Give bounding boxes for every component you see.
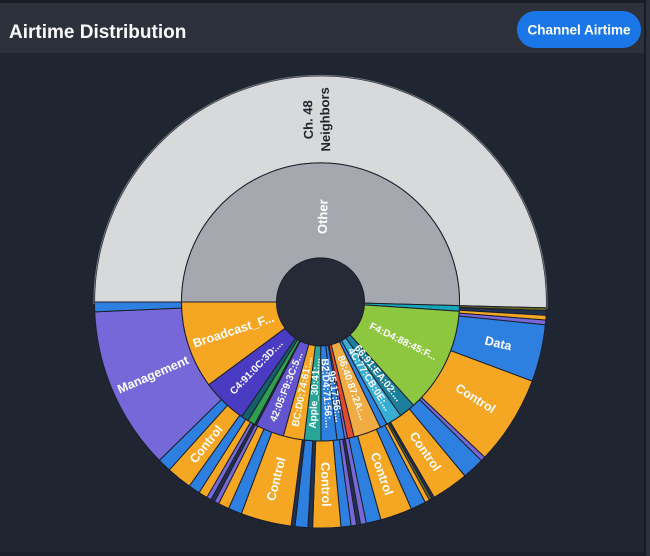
svg-text:Channel Airtime: Channel Airtime — [527, 23, 631, 38]
svg-text:Control: Control — [318, 462, 333, 507]
svg-text:Other: Other — [315, 199, 331, 234]
svg-text:Airtime Distribution: Airtime Distribution — [9, 22, 186, 43]
svg-text:B2:D4:71:56:...: B2:D4:71:56:... — [318, 358, 333, 428]
svg-text:Ch. 48Neighbors: Ch. 48Neighbors — [299, 87, 333, 152]
svg-text:Apple_30:41:...: Apple_30:41:... — [308, 358, 323, 429]
svg-text:Data: Data — [483, 334, 514, 354]
